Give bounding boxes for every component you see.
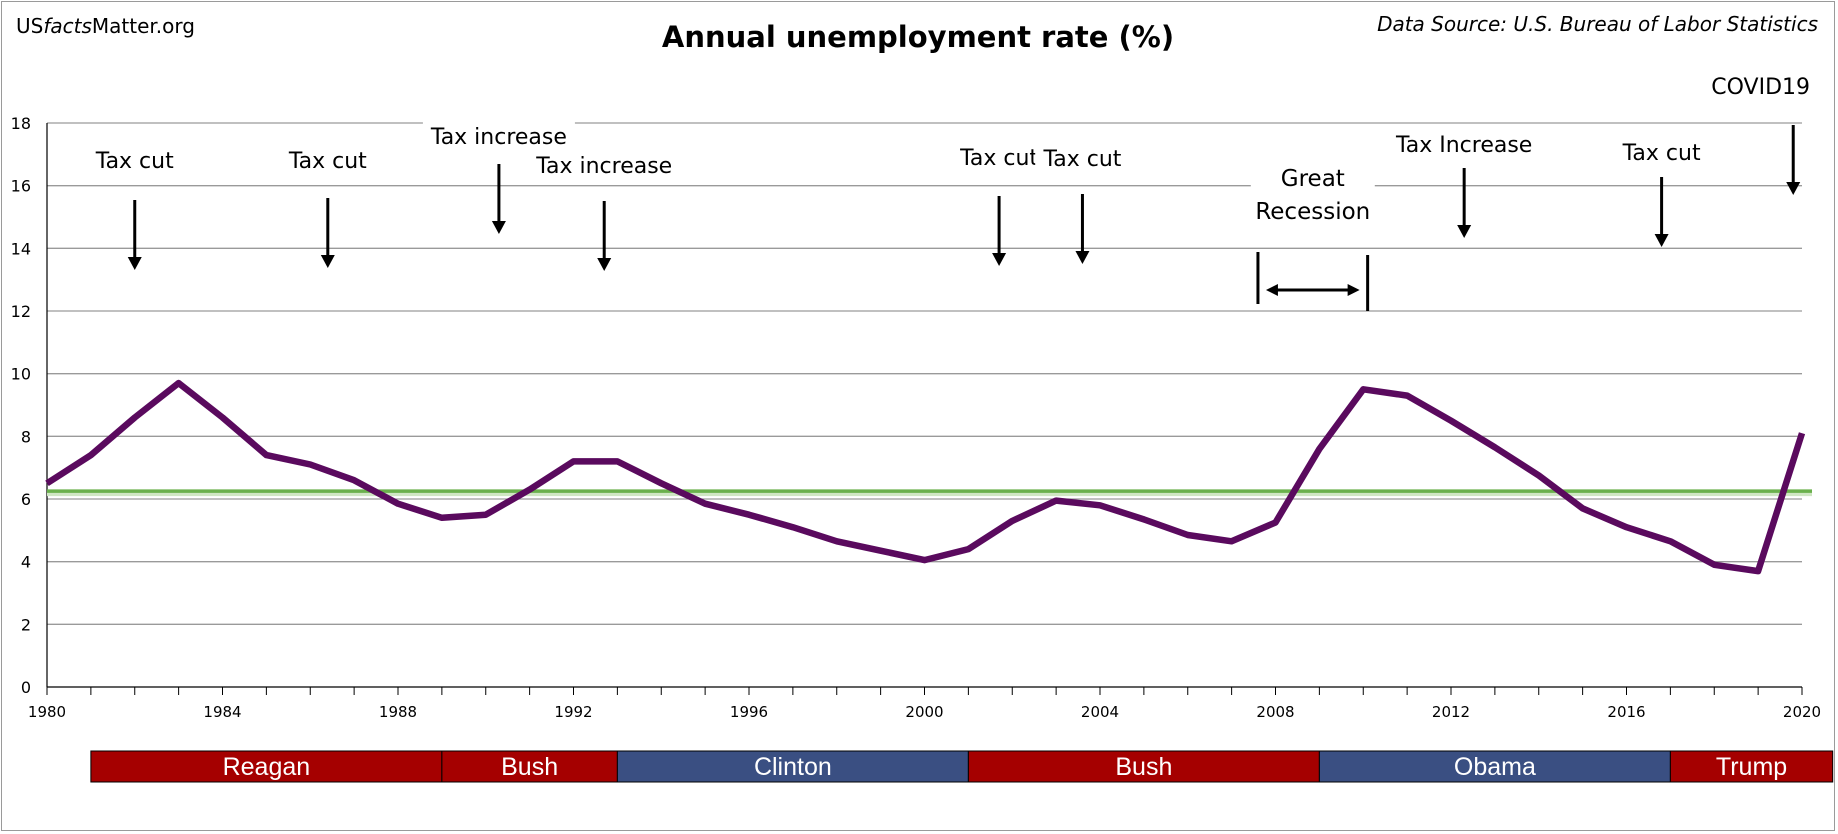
annotation-8-bg — [1614, 136, 1709, 168]
y-tick-label-0: 0 — [21, 678, 31, 697]
administration-label-2: Clinton — [754, 753, 832, 781]
y-tick-label-16: 16 — [11, 177, 31, 196]
annotation-3-bg — [528, 149, 681, 181]
administration-bar-2 — [616, 750, 969, 783]
annotation-7-label: Tax Increase — [1395, 133, 1532, 158]
x-tick-label-1988: 1988 — [379, 703, 417, 721]
site-label: USfactsMatter.org — [16, 14, 195, 38]
annotation-2-arrow-head — [491, 221, 506, 234]
y-tick-label-10: 10 — [11, 365, 31, 384]
administration-label-4: Obama — [1454, 753, 1536, 781]
x-tick-label-1980: 1980 — [28, 703, 66, 721]
annotation-9-arrow-head — [1786, 182, 1801, 195]
x-tick-label-2020: 2020 — [1783, 703, 1821, 721]
annotation-2-label: Tax increase — [430, 125, 567, 150]
y-tick-label-18: 18 — [11, 114, 31, 133]
administration-bar-1 — [441, 750, 618, 783]
y-tick-label-8: 8 — [21, 427, 31, 446]
annotation-2-bg — [422, 120, 575, 152]
administration-label-0: Reagan — [223, 753, 311, 781]
annotation-3-label: Tax increase — [535, 154, 672, 179]
y-tick-label-4: 4 — [21, 553, 31, 572]
x-tick-label-2000: 2000 — [905, 703, 943, 721]
annotation-5-arrow-head — [1075, 251, 1090, 264]
annotation-8-label: Tax cut — [1622, 141, 1701, 166]
x-tick-label-1992: 1992 — [554, 703, 592, 721]
annotation-7-arrow-head — [1457, 225, 1472, 238]
annotation-6-left-head — [1265, 284, 1278, 296]
annotation-0-arrow-head — [127, 257, 142, 270]
annotation-6-right-head — [1347, 284, 1360, 296]
y-tick-label-2: 2 — [21, 615, 31, 634]
annotation-7-bg — [1388, 128, 1541, 160]
annotation-4-label: Tax cut — [959, 146, 1038, 171]
annotation-8-arrow-head — [1654, 234, 1669, 247]
annotation-1-bg — [280, 144, 376, 176]
annotation-9-label: COVID19 — [1711, 75, 1810, 100]
chart-title: Annual unemployment rate (%) — [661, 20, 1175, 54]
series-line-unemployment — [45, 379, 1806, 575]
annotation-4-bg — [951, 141, 1047, 173]
annotation-0-bg — [87, 144, 182, 176]
annotation-3-arrow-head — [597, 258, 612, 271]
administration-label-1: Bush — [501, 753, 558, 781]
administration-label-5: Trump — [1716, 753, 1787, 781]
x-tick-label-2012: 2012 — [1432, 703, 1470, 721]
annotation-0-label: Tax cut — [95, 149, 174, 174]
x-tick-label-1984: 1984 — [203, 703, 241, 721]
annotation-1-label: Tax cut — [288, 149, 367, 174]
annotation-6-bg — [1250, 160, 1375, 228]
annotation-1-arrow-head — [320, 255, 335, 268]
x-tick-label-2008: 2008 — [1256, 703, 1294, 721]
administration-bar-5 — [1669, 750, 1834, 783]
administration-label-3: Bush — [1115, 753, 1172, 781]
data-source-label: Data Source: U.S. Bureau of Labor Statis… — [1377, 12, 1818, 36]
administration-bar-3 — [967, 750, 1320, 783]
annotation-4-arrow-head — [992, 253, 1007, 266]
y-tick-label-14: 14 — [11, 239, 31, 258]
y-tick-label-12: 12 — [11, 302, 31, 321]
annotation-6-label-2: Recession — [1255, 199, 1370, 225]
administration-bar-4 — [1318, 750, 1671, 783]
annotation-5-bg — [1035, 142, 1130, 174]
annotation-5-label: Tax cut — [1042, 147, 1121, 172]
x-tick-label-1996: 1996 — [730, 703, 768, 721]
administration-bar-0 — [90, 750, 443, 783]
annotation-6-label-1: Great — [1281, 166, 1345, 192]
y-tick-label-6: 6 — [21, 490, 31, 509]
x-tick-label-2016: 2016 — [1607, 703, 1645, 721]
x-tick-label-2004: 2004 — [1081, 703, 1119, 721]
